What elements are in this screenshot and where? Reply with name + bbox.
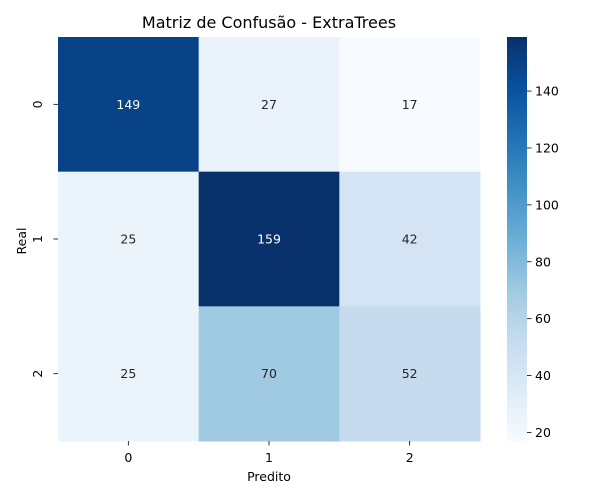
heatmap-cell bbox=[58, 37, 200, 173]
heatmap-cell bbox=[198, 37, 340, 173]
x-tick-label: 2 bbox=[406, 450, 414, 465]
cell-value-label: 42 bbox=[402, 232, 418, 247]
cell-value-label: 27 bbox=[261, 97, 277, 112]
heatmap-cells bbox=[58, 37, 481, 442]
colorbar-tick-label: 60 bbox=[535, 311, 551, 326]
cell-value-label: 25 bbox=[120, 366, 136, 381]
cell-value-label: 70 bbox=[261, 366, 277, 381]
y-axis-label: Real bbox=[14, 228, 29, 255]
y-axis: 0 1 2 bbox=[30, 100, 58, 378]
colorbar-tick-label: 120 bbox=[535, 140, 559, 155]
x-tick-label: 1 bbox=[265, 450, 273, 465]
y-tick-label: 2 bbox=[30, 370, 45, 378]
chart-title: Matriz de Confusão - ExtraTrees bbox=[142, 13, 396, 32]
cell-value-label: 149 bbox=[116, 97, 140, 112]
x-axis: 0 1 2 bbox=[124, 441, 414, 465]
colorbar-tick-label: 80 bbox=[535, 254, 551, 269]
heatmap-cell bbox=[58, 306, 200, 442]
x-axis-label: Predito bbox=[247, 469, 291, 484]
heatmap-cell bbox=[339, 37, 481, 173]
cell-value-label: 25 bbox=[120, 232, 136, 247]
colorbar-ticks: 20 40 60 80 100 120 140 bbox=[527, 84, 559, 440]
cell-value-label: 17 bbox=[402, 97, 418, 112]
heatmap-cell bbox=[339, 306, 481, 442]
y-tick-label: 1 bbox=[30, 235, 45, 243]
colorbar-tick-label: 140 bbox=[535, 84, 559, 99]
x-tick-label: 0 bbox=[124, 450, 132, 465]
cell-value-label: 159 bbox=[257, 232, 281, 247]
heatmap-cell bbox=[58, 171, 200, 307]
colorbar-tick-label: 100 bbox=[535, 197, 559, 212]
heatmap-cell bbox=[198, 171, 340, 307]
y-tick-label: 0 bbox=[30, 100, 45, 108]
heatmap-cell bbox=[198, 306, 340, 442]
colorbar bbox=[507, 37, 527, 441]
cell-value-label: 52 bbox=[402, 366, 418, 381]
colorbar-tick-label: 20 bbox=[535, 425, 551, 440]
cell-labels: 149 27 17 25 159 42 25 70 52 bbox=[116, 97, 417, 381]
colorbar-tick-label: 40 bbox=[535, 368, 551, 383]
heatmap-cell bbox=[339, 171, 481, 307]
